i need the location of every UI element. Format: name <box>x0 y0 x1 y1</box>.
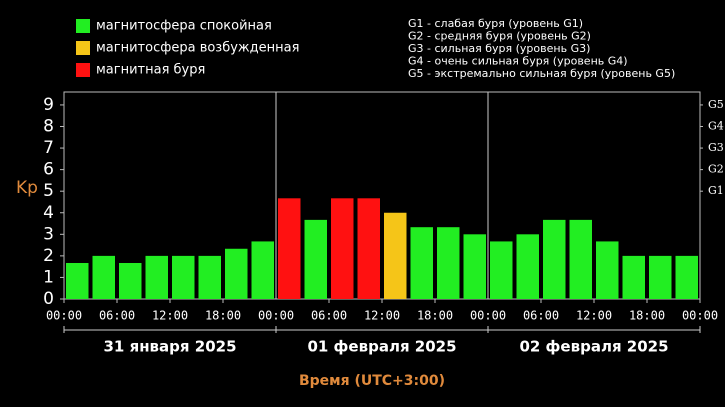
legend-swatch <box>76 41 90 55</box>
y-tick-label: 0 <box>43 289 54 309</box>
bar <box>410 227 433 299</box>
y-tick-label: 8 <box>43 117 54 137</box>
bar <box>357 198 380 299</box>
y-tick-label: 6 <box>43 160 54 180</box>
legend-label: магнитосфера спокойная <box>96 19 272 34</box>
bar <box>278 198 301 299</box>
storm-level-legend: G2 - средняя буря (уровень G2) <box>408 30 591 43</box>
x-tick-label: 18:00 <box>629 309 665 323</box>
bar <box>675 255 698 299</box>
bar <box>172 255 195 299</box>
x-tick-label: 06:00 <box>523 309 559 323</box>
bar <box>66 262 89 299</box>
legend-label: магнитосфера возбужденная <box>96 41 299 56</box>
bar <box>649 255 672 299</box>
bar <box>225 248 248 299</box>
bar <box>437 227 460 299</box>
y2-tick-label: G4 <box>708 120 724 133</box>
bar <box>304 219 327 299</box>
x-tick-label: 06:00 <box>99 309 135 323</box>
legend-swatch <box>76 63 90 77</box>
x-tick-label: 12:00 <box>364 309 400 323</box>
x-tick-label: 12:00 <box>152 309 188 323</box>
x-tick-label: 06:00 <box>311 309 347 323</box>
y-tick-label: 4 <box>43 203 54 223</box>
y2-tick-label: G1 <box>708 184 724 197</box>
y-tick-label: 2 <box>43 246 54 266</box>
bar <box>119 262 142 299</box>
x-tick-label: 18:00 <box>205 309 241 323</box>
day-label: 01 февраля 2025 <box>307 338 456 356</box>
x-tick-label: 00:00 <box>46 309 82 323</box>
day-label: 31 января 2025 <box>103 338 236 356</box>
y2-tick-label: G2 <box>708 163 724 176</box>
bar <box>463 234 486 299</box>
y-tick-label: 3 <box>43 224 54 244</box>
bar <box>490 241 513 299</box>
x-tick-label: 00:00 <box>682 309 718 323</box>
bar <box>596 241 619 299</box>
bar <box>331 198 354 299</box>
x-tick-label: 00:00 <box>258 309 294 323</box>
bar <box>622 255 645 299</box>
storm-level-legend: G5 - экстремально сильная буря (уровень … <box>408 67 675 80</box>
y-tick-label: 1 <box>43 267 54 287</box>
day-label: 02 февраля 2025 <box>519 338 668 356</box>
bar <box>145 255 168 299</box>
legend-swatch <box>76 19 90 33</box>
x-tick-label: 12:00 <box>576 309 612 323</box>
x-tick-label: 18:00 <box>417 309 453 323</box>
legend-label: магнитная буря <box>96 63 205 78</box>
y-axis-label: Kp <box>16 178 38 198</box>
y-tick-label: 7 <box>43 138 54 158</box>
bar <box>198 255 221 299</box>
x-tick-label: 00:00 <box>470 309 506 323</box>
bar <box>92 255 115 299</box>
y-tick-label: 5 <box>43 181 54 201</box>
bar <box>251 241 274 299</box>
bar <box>569 219 592 299</box>
bar <box>543 219 566 299</box>
x-axis-label: Время (UTC+3:00) <box>299 373 445 389</box>
storm-level-legend: G3 - сильная буря (уровень G3) <box>408 42 590 55</box>
storm-level-legend: G1 - слабая буря (уровень G1) <box>408 17 583 30</box>
bar <box>516 234 539 299</box>
y2-tick-label: G5 <box>708 98 724 111</box>
storm-level-legend: G4 - очень сильная буря (уровень G4) <box>408 55 628 68</box>
y-tick-label: 9 <box>43 95 54 115</box>
bar <box>384 212 407 299</box>
y2-tick-label: G3 <box>708 141 724 154</box>
